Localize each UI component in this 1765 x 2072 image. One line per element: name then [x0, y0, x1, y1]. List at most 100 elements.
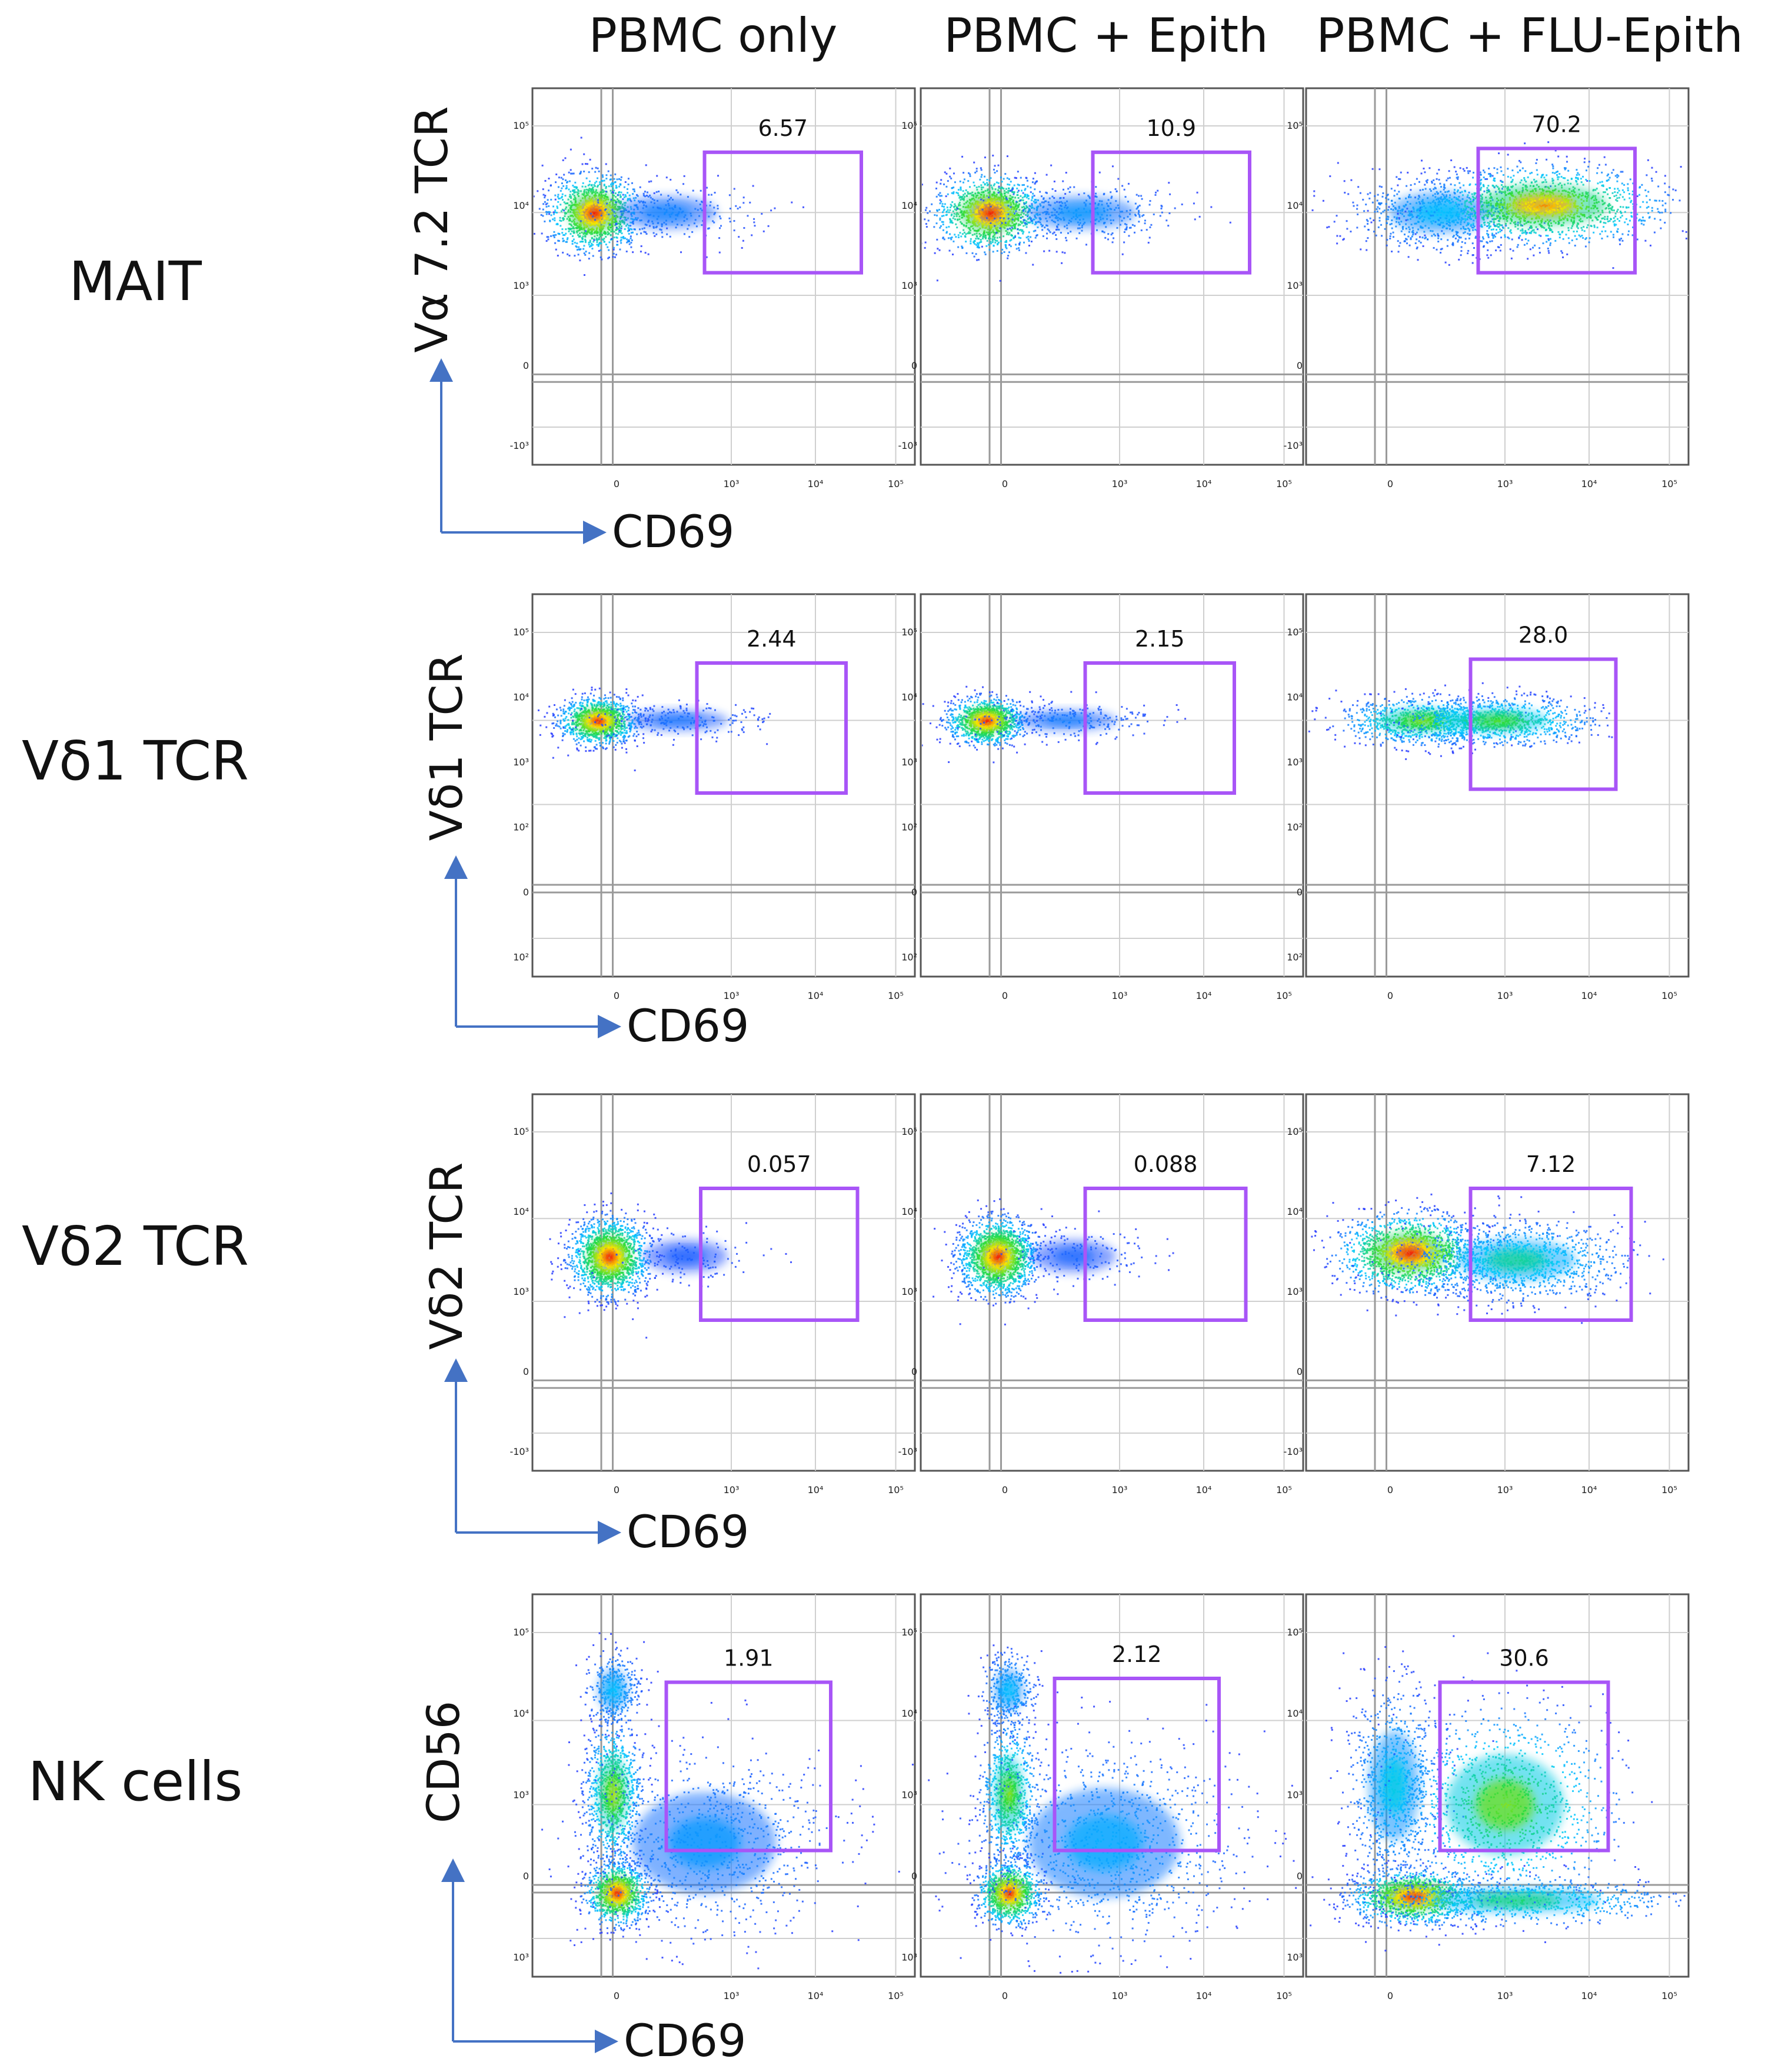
- x-tick-label: 0: [1387, 1484, 1393, 1495]
- x-tick-label: 10³: [1497, 1990, 1513, 2001]
- panel-frame: [920, 87, 1304, 466]
- gate-box: [1083, 661, 1236, 795]
- y-axis-label: CD56: [417, 1701, 469, 1823]
- x-tick-label: 10⁵: [1661, 1990, 1677, 2001]
- x-tick-label: 10³: [724, 1484, 740, 1495]
- y-tick-label: 10³: [1287, 1286, 1303, 1297]
- gate-box: [702, 150, 863, 275]
- row-title: Vδ2 TCR: [22, 1215, 249, 1278]
- x-tick-label: 10⁵: [888, 478, 904, 489]
- y-tick-label: 10³: [1287, 1789, 1303, 1800]
- y-tick-label: 10³: [901, 1286, 917, 1297]
- y-tick-label: 10³: [901, 1789, 917, 1800]
- x-tick-label: 10⁴: [1581, 478, 1597, 489]
- y-tick-label: 10⁴: [513, 692, 529, 703]
- event-dots: [933, 1198, 1174, 1325]
- x-tick-label: 10⁴: [808, 1990, 824, 2001]
- y-tick-label: 0: [1297, 1366, 1303, 1377]
- y-tick-label: 0: [1297, 887, 1303, 898]
- x-tick-label: 0: [1002, 1484, 1008, 1495]
- x-tick-label: 10⁴: [1581, 1484, 1597, 1495]
- gate-percent-label: 30.6: [1499, 1645, 1549, 1671]
- panel-frame: [531, 87, 916, 466]
- y-tick-label: 10⁵: [901, 1126, 917, 1137]
- x-tick-label: 0: [1387, 478, 1393, 489]
- x-tick-label: 10⁵: [888, 1990, 904, 2001]
- x-axis-label: CD69: [624, 2014, 746, 2067]
- gate-box: [1091, 150, 1251, 275]
- gate-box: [699, 1187, 860, 1322]
- gate-percent-label: 2.44: [747, 626, 797, 652]
- y-tick-label: 10³: [1287, 1952, 1303, 1963]
- y-tick-label: 10²: [901, 952, 917, 963]
- x-tick-label: 10³: [1112, 478, 1128, 489]
- x-tick-label: 10³: [1497, 478, 1513, 489]
- y-tick-label: 10²: [1287, 952, 1303, 963]
- gate-box: [664, 1680, 832, 1853]
- event-dots: [1308, 682, 1617, 760]
- y-tick-label: 0: [911, 360, 917, 371]
- x-tick-label: 10⁴: [808, 1484, 824, 1495]
- y-tick-label: 0: [523, 1870, 529, 1881]
- x-tick-label: 10⁴: [808, 990, 824, 1001]
- y-tick-label: 10⁵: [513, 627, 529, 638]
- row-title: NK cells: [28, 1750, 243, 1813]
- x-tick-label: 10⁵: [1276, 990, 1292, 1001]
- y-tick-label: 0: [1297, 1870, 1303, 1881]
- x-tick-label: 0: [614, 990, 620, 1001]
- y-tick-label: -10³: [1283, 440, 1303, 451]
- event-dots: [537, 687, 771, 772]
- x-tick-label: 10⁴: [1196, 1990, 1212, 2001]
- gate-percent-label: 2.12: [1112, 1641, 1162, 1667]
- gate-percent-label: 70.2: [1531, 111, 1581, 137]
- panel: 10⁵ 10⁴ 10³ 0 10³ 0 10³ 10⁴ 10⁵ 1.91: [513, 1593, 916, 2001]
- y-tick-label: 10⁵: [513, 120, 529, 131]
- x-tick-label: 10⁴: [1196, 478, 1212, 489]
- x-tick-label: 10⁵: [1276, 1990, 1292, 2001]
- y-tick-label: 10⁵: [513, 1627, 529, 1638]
- y-tick-label: 10²: [513, 822, 529, 833]
- y-tick-label: 10⁵: [1287, 627, 1303, 638]
- column-title: PBMC only: [589, 8, 838, 63]
- row-3: NK cells CD56 CD69 10⁵ 10⁴ 10³ 0 10³ 0 10³ 10⁴ 10⁵ 1…: [28, 1593, 1690, 2067]
- x-tick-label: 0: [1002, 1990, 1008, 2001]
- gate-percent-label: 0.088: [1134, 1151, 1198, 1177]
- y-tick-label: 10⁴: [901, 692, 917, 703]
- gate-box: [1438, 1680, 1610, 1853]
- row-title: MAIT: [69, 250, 202, 313]
- x-tick-label: 10⁵: [888, 1484, 904, 1495]
- panel-frame: [1305, 1093, 1690, 1472]
- event-dots: [541, 1632, 914, 1970]
- x-tick-label: 10⁵: [1661, 1484, 1677, 1495]
- x-tick-label: 10³: [1112, 1484, 1128, 1495]
- gate-box: [1476, 146, 1637, 275]
- x-tick-label: 10³: [1112, 990, 1128, 1001]
- panel: 10⁵ 10⁴ 10³ 0 -10³ 0 10³ 10⁴ 10⁵ 0.057: [509, 1093, 916, 1495]
- x-tick-label: 0: [614, 1484, 620, 1495]
- y-tick-label: 10³: [901, 1952, 917, 1963]
- y-tick-label: 0: [1297, 360, 1303, 371]
- y-tick-label: 10³: [513, 1789, 529, 1800]
- y-axis-label: Vδ1 TCR: [420, 654, 472, 841]
- y-tick-label: 10⁴: [1287, 1206, 1303, 1217]
- panel-frame: [920, 593, 1304, 978]
- x-axis-label: CD69: [612, 505, 734, 558]
- y-tick-label: 10⁵: [1287, 120, 1303, 131]
- panel: 10⁵ 10⁴ 10³ 0 -10³ 0 10³ 10⁴ 10⁵ 7.12: [1283, 1093, 1690, 1495]
- y-tick-label: 0: [523, 1366, 529, 1377]
- panel: 10⁵ 10⁴ 10³ 0 -10³ 0 10³ 10⁴ 10⁵ 6.57: [509, 87, 916, 489]
- y-tick-label: 10⁴: [513, 1206, 529, 1217]
- gate-percent-label: 6.57: [758, 115, 808, 141]
- x-tick-label: 10⁴: [1196, 1484, 1212, 1495]
- event-dots: [1311, 1193, 1664, 1324]
- y-tick-label: 0: [911, 1366, 917, 1377]
- x-tick-label: 10³: [1497, 1484, 1513, 1495]
- y-tick-label: 0: [911, 1870, 917, 1881]
- y-tick-label: 10³: [1287, 757, 1303, 768]
- panel: 10⁵ 10⁴ 10³ 0 10³ 0 10³ 10⁴ 10⁵ 2.12: [901, 1593, 1304, 2001]
- panel-frame: [1305, 593, 1690, 978]
- y-tick-label: 10³: [1287, 280, 1303, 291]
